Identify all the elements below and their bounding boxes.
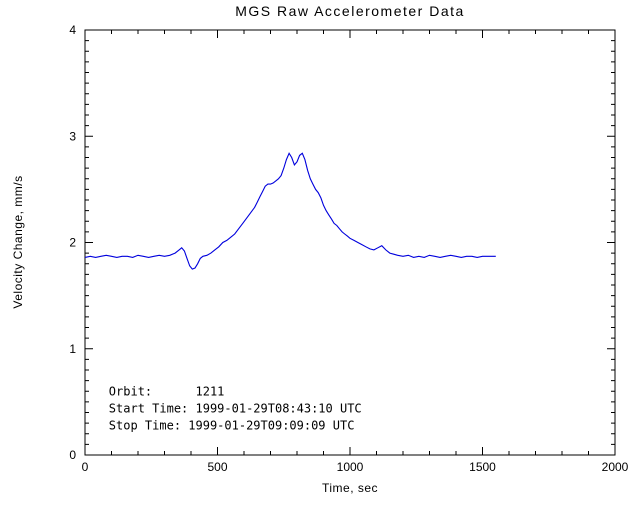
- velocity-data-line: [84, 152, 496, 270]
- chart-title: MGS Raw Accelerometer Data: [235, 3, 465, 19]
- minor-ticks: [85, 30, 615, 455]
- x-tick-label: 1000: [337, 460, 364, 474]
- x-axis-label: Time, sec: [322, 481, 378, 495]
- x-axis-tick-labels: 0 500 1000 1500 2000: [82, 460, 629, 474]
- x-tick-label: 1500: [469, 460, 496, 474]
- x-tick-label: 2000: [602, 460, 629, 474]
- y-tick-label: 3: [69, 129, 76, 143]
- y-axis-tick-labels: 0 1 2 3 4: [69, 23, 76, 462]
- plot-border: [84, 29, 616, 456]
- y-axis-label: Velocity Change, mm/s: [11, 175, 25, 308]
- annotation-block: Orbit: 1211 Start Time: 1999-01-29T08:43:…: [109, 385, 362, 433]
- x-tick-label: 0: [82, 460, 89, 474]
- y-tick-label: 4: [69, 23, 76, 37]
- y-tick-label: 2: [69, 236, 76, 250]
- y-tick-label: 1: [69, 342, 76, 356]
- annotation-text: Stop Time: 1999-01-29T09:09:09 UTC: [109, 419, 355, 433]
- annotation-text: Start Time: 1999-01-29T08:43:10 UTC: [109, 402, 362, 416]
- x-tick-label: 500: [207, 460, 227, 474]
- y-tick-label: 0: [69, 448, 76, 462]
- annotation-text: Orbit: 1211: [109, 385, 225, 399]
